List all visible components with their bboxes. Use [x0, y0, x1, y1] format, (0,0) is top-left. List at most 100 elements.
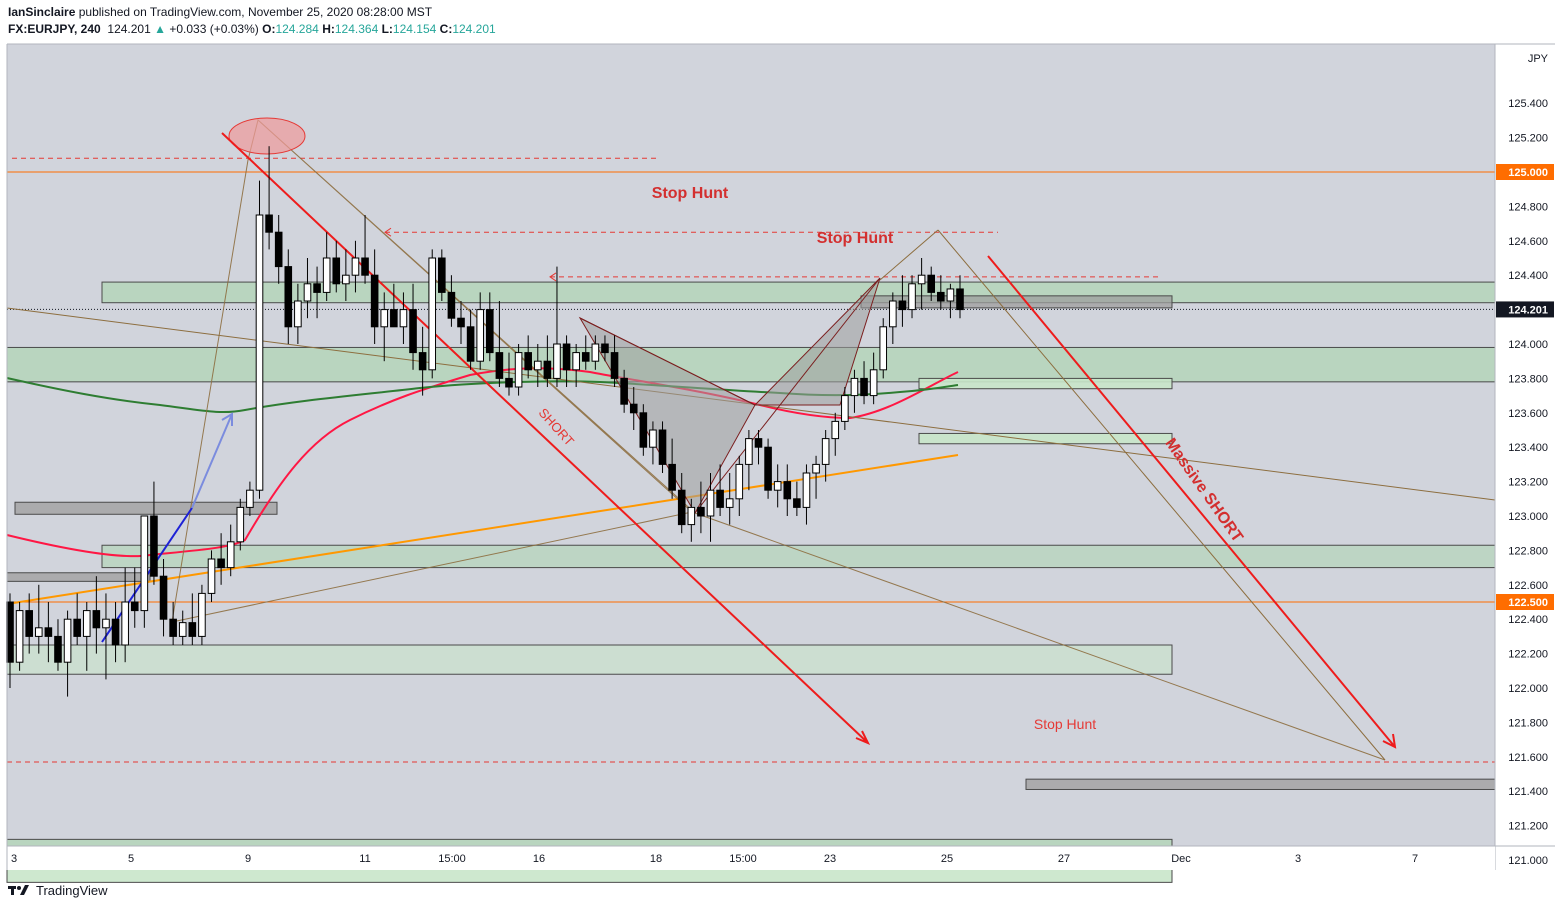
candles-layer	[6, 146, 964, 697]
price-tick-label: 123.000	[1508, 511, 1548, 523]
price-tick-label: 121.200	[1508, 821, 1548, 833]
harmonic-edges	[579, 277, 881, 514]
candle-body	[639, 412, 648, 448]
price-tag	[1496, 164, 1554, 180]
candle-body	[629, 403, 638, 414]
candle-body	[620, 377, 628, 405]
open-label: O:	[262, 22, 276, 36]
candle-body	[889, 300, 897, 328]
candle-body	[438, 257, 446, 293]
candle-body	[476, 309, 485, 362]
candle-body	[668, 463, 676, 491]
candle-body	[937, 291, 945, 302]
candle-body	[380, 309, 389, 328]
candle-body	[54, 635, 62, 663]
candle-body	[754, 438, 763, 448]
short-arrow	[221, 132, 871, 745]
close-label: C:	[439, 22, 453, 36]
candle-body	[198, 592, 206, 637]
candle-body	[821, 438, 830, 465]
axis-background	[1495, 44, 1555, 870]
candle-body	[265, 214, 273, 233]
candle-body	[783, 481, 792, 500]
price-tag-label: 122.500	[1508, 597, 1548, 609]
horizontal-lines-layer	[7, 157, 1495, 763]
tradingview-logo-icon	[8, 885, 29, 895]
harmonic-triangle-2	[753, 277, 881, 406]
author-name[interactable]: IanSinclaire	[8, 5, 76, 19]
candle-body	[207, 558, 216, 594]
candle-body	[409, 309, 417, 354]
candle-body	[370, 274, 379, 328]
time-axis-background	[7, 846, 1495, 870]
support-resistance-zone	[860, 295, 1173, 309]
support-resistance-zone	[6, 572, 151, 582]
candle-body	[610, 352, 619, 379]
candle-body	[879, 326, 888, 371]
price-tick-label: 123.600	[1508, 408, 1548, 420]
candle-body	[332, 257, 341, 285]
candle-body	[150, 515, 158, 577]
support-resistance-zone	[918, 377, 1173, 390]
candle-body	[169, 618, 177, 637]
price-tick-label: 123.400	[1508, 442, 1548, 454]
candle-body	[140, 515, 149, 612]
time-tick-label: 3	[1295, 853, 1301, 865]
price-tick-label: 121.800	[1508, 717, 1548, 729]
arrow-icon	[384, 227, 392, 237]
candle-body	[246, 489, 254, 508]
candle-body	[956, 288, 964, 311]
candle-body	[841, 395, 849, 422]
symbol-label[interactable]: FX:EURJPY, 240	[8, 22, 101, 36]
price-tick-label: 124.000	[1508, 339, 1548, 351]
price-tick-label: 124.400	[1508, 270, 1548, 282]
candle-body	[130, 601, 139, 612]
candle-body	[399, 309, 408, 328]
candle-body	[322, 257, 331, 293]
price-axis[interactable]: JPY 125.400 125.200 125.000 124.800 124.600 12…	[1494, 44, 1555, 870]
ohlc-legend: FX:EURJPY, 240 124.201 ▲ +0.033 (+0.03%)…	[8, 22, 496, 36]
tradingview-brand[interactable]: TradingView	[36, 882, 108, 898]
candle-body	[102, 618, 110, 629]
time-tick-label: 7	[1412, 853, 1418, 865]
support-resistance-zone	[6, 346, 1496, 383]
blue-arrow	[191, 412, 233, 509]
price-tick-label: 122.600	[1508, 580, 1548, 592]
price-tick-label: 125.200	[1508, 133, 1548, 145]
stop-hunt-label: Stop Hunt	[652, 185, 729, 202]
candle-body	[25, 610, 33, 637]
candle-body	[178, 622, 187, 637]
time-tick-label: 15:00	[729, 853, 757, 865]
drawings-layer	[6, 117, 1496, 761]
candle-body	[342, 274, 350, 285]
pattern-leg	[879, 229, 1386, 761]
candle-body	[159, 575, 168, 620]
arrow-icon	[549, 272, 557, 282]
candle-body	[274, 231, 283, 268]
time-axis[interactable]: 3 5 9 11 15:00 16 18 15:00 23 25 27 Dec 3 7	[7, 845, 1555, 870]
price-tick-label: 121.000	[1508, 855, 1548, 867]
candle-body	[601, 343, 609, 354]
candle-body	[284, 266, 293, 328]
published-text: published on TradingView.com, November 2…	[78, 5, 433, 19]
candle-body	[677, 489, 686, 526]
candle-body	[869, 369, 878, 397]
time-tick-label: 25	[941, 853, 953, 865]
candle-body	[73, 618, 81, 637]
stop-hunt-label: Stop Hunt	[817, 230, 894, 247]
candle-body	[706, 489, 715, 517]
candle-body	[812, 463, 820, 474]
last-price: 124.201	[107, 22, 151, 36]
open-value: 124.284	[275, 22, 319, 36]
support-resistance-zone	[1025, 778, 1496, 790]
price-tick-label: 125.400	[1508, 98, 1548, 110]
price-tag-label: 124.201	[1508, 304, 1548, 316]
candle-body	[485, 309, 494, 354]
candle-body	[226, 541, 235, 569]
candle-body	[658, 429, 667, 465]
price-tick-label: 124.800	[1508, 201, 1548, 213]
candle-body	[860, 377, 868, 397]
candle-body	[524, 352, 532, 371]
footer: TradingView	[8, 880, 108, 900]
